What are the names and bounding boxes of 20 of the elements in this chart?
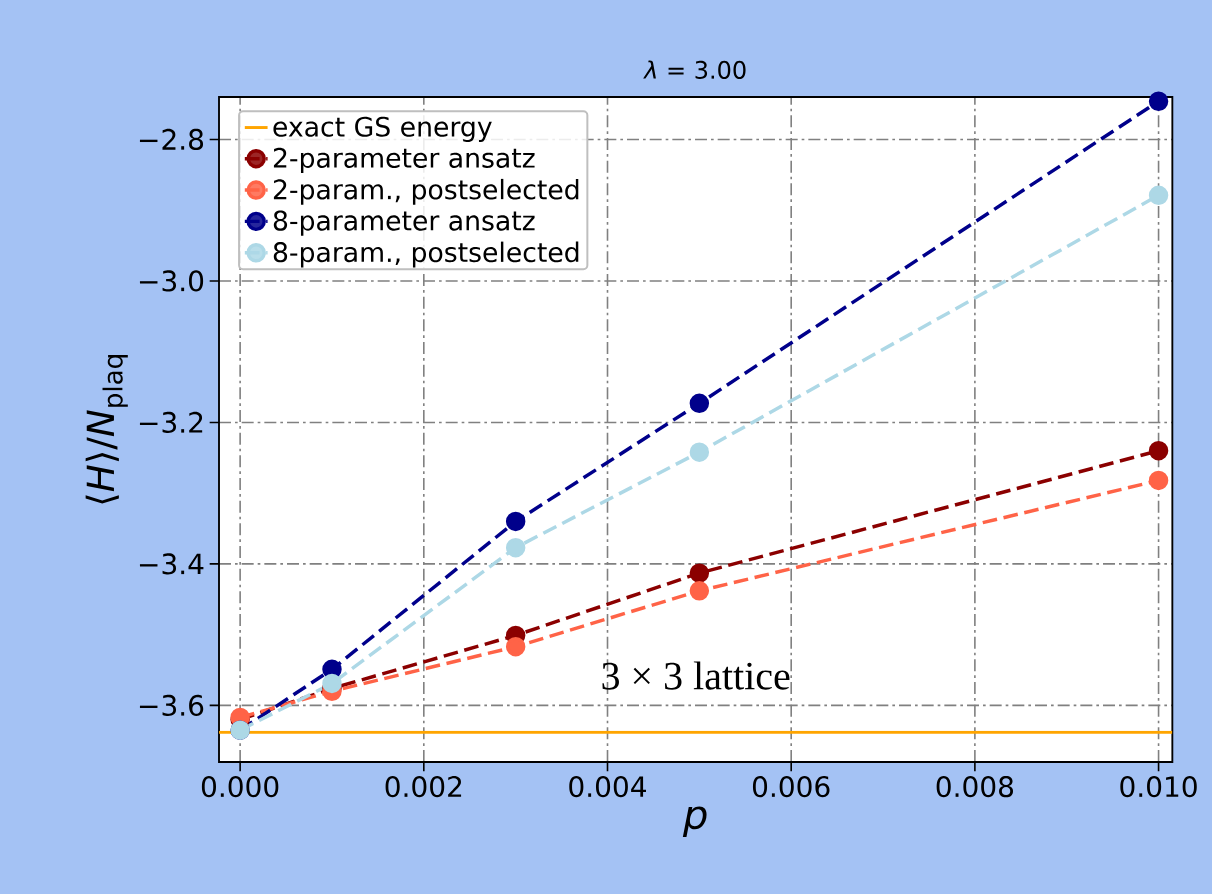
y-tick-label: −3.2 <box>139 411 203 434</box>
legend-label: 8-param., postselected <box>273 241 579 268</box>
y-tick-label: −3.6 <box>139 694 204 716</box>
chart-title: λ = 3.00 <box>643 60 746 79</box>
y-tick-label: −3.0 <box>139 270 204 292</box>
x-tick-label: 0.010 <box>1120 776 1197 798</box>
y-axis-title: ⟨H⟩/N$_{plaq}$ <box>85 355 128 504</box>
x-tick-label: 0.008 <box>936 776 1014 798</box>
legend-label: 2-param., postselected <box>273 178 579 205</box>
legend-label: exact GS energy <box>273 116 492 142</box>
y-tick-label: −3.4 <box>139 553 204 575</box>
legend-label: 2-parameter ansatz <box>273 147 535 174</box>
x-tick-label: 0.004 <box>569 776 646 798</box>
y-tick-label: −2.8 <box>139 128 204 151</box>
x-axis-title: p <box>682 806 707 838</box>
legend-label: 8-parameter ansatz <box>273 210 535 236</box>
x-tick-label: 0.002 <box>385 776 462 798</box>
x-tick-label: 0.000 <box>201 776 279 798</box>
x-tick-label: 0.006 <box>752 776 830 798</box>
annotation: 3 × 3 lattice <box>602 661 790 690</box>
